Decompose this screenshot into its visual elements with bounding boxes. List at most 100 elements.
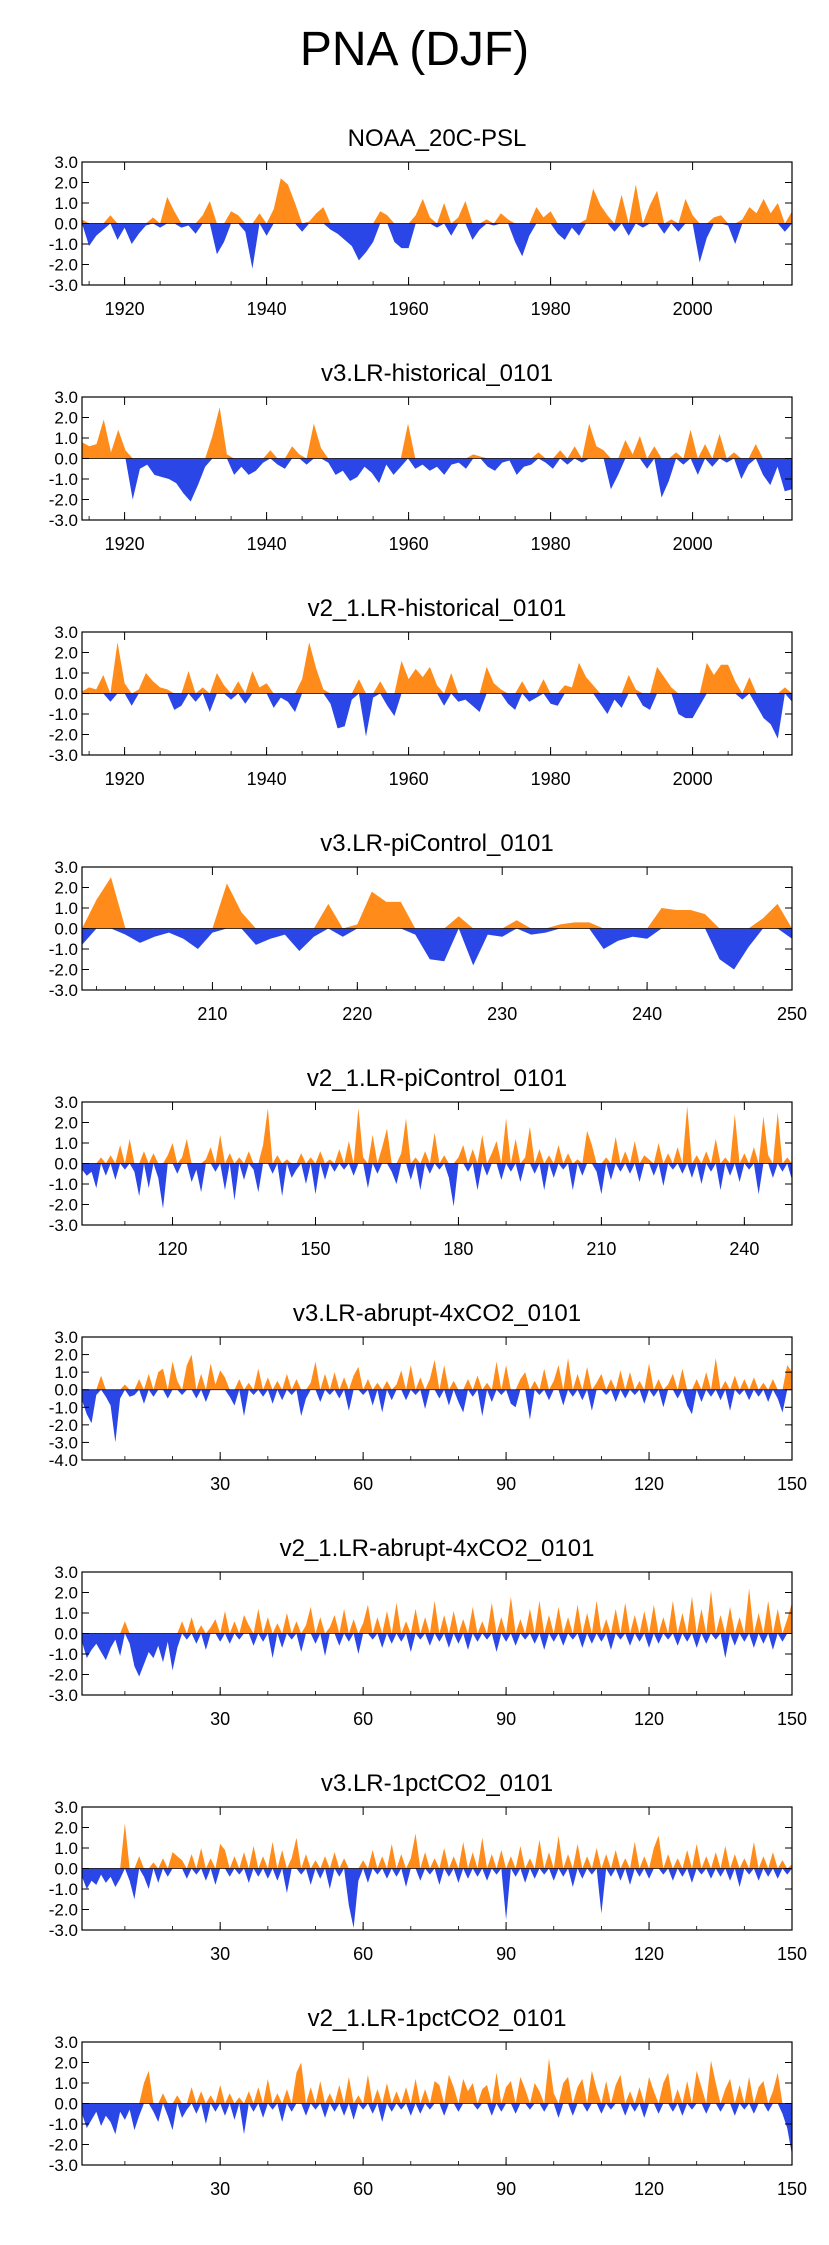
y-tick-label: -3.0 xyxy=(49,1216,78,1235)
y-tick-label: -1.0 xyxy=(49,2115,78,2134)
y-tick-label: -4.0 xyxy=(49,1451,78,1470)
y-tick-label: 3.0 xyxy=(54,858,78,877)
y-tick-label: -3.0 xyxy=(49,981,78,1000)
positive-area xyxy=(82,1106,792,1164)
y-tick-label: 0.0 xyxy=(54,215,78,234)
chart-panel-4: v2_1.LR-piControl_0101 -3.0-2.0 -1.00.0 1.0… xyxy=(49,1065,793,1259)
x-tick-label: 150 xyxy=(777,1709,807,1729)
x-tick-label: 250 xyxy=(777,1004,807,1024)
y-tick-label: -1.0 xyxy=(49,1645,78,1664)
negative-area xyxy=(82,223,792,269)
x-tick-label: 150 xyxy=(300,1239,330,1259)
y-tick-label: 2.0 xyxy=(54,1346,78,1365)
y-tick-label: -2.0 xyxy=(49,1901,78,1920)
y-tick-label: -1.0 xyxy=(49,1175,78,1194)
positive-area xyxy=(82,407,792,459)
x-tick-label: 1940 xyxy=(247,299,287,319)
x-tick-label: 60 xyxy=(353,1474,373,1494)
chart-panel-5: v3.LR-abrupt-4xCO2_0101 -4.0-3.0-2.0-1.00… xyxy=(49,1300,807,1494)
x-tick-label: 60 xyxy=(353,2179,373,2199)
x-tick-label: 90 xyxy=(496,1944,516,1964)
figure-title: PNA (DJF) xyxy=(299,23,530,76)
y-tick-label: -3.0 xyxy=(49,1686,78,1705)
y-tick-label: 1.0 xyxy=(54,194,78,213)
negative-area xyxy=(82,458,792,502)
panel-title: v3.LR-historical_0101 xyxy=(321,360,553,387)
y-tick-label: -3.0 xyxy=(49,1921,78,1940)
y-tick-label: -1.0 xyxy=(49,470,78,489)
y-tick-label: -2.0 xyxy=(49,1666,78,1685)
x-tick-label: 1920 xyxy=(105,534,145,554)
x-tick-label: 120 xyxy=(634,2179,664,2199)
x-tick-label: 120 xyxy=(634,1474,664,1494)
x-tick-label: 1940 xyxy=(247,534,287,554)
y-tick-label: -1.0 xyxy=(49,1398,78,1417)
y-tick-label: -3.0 xyxy=(49,511,78,530)
y-tick-label: 3.0 xyxy=(54,153,78,172)
chart-panel-8: v2_1.LR-1pctCO2_0101 -3.0-2.0 -1.00.0 1.02.… xyxy=(49,2005,807,2199)
y-tick-label: -2.0 xyxy=(49,1416,78,1435)
plot-frame xyxy=(81,1336,793,1461)
y-tick-label: 1.0 xyxy=(54,1604,78,1623)
x-tick-label: 1960 xyxy=(389,769,429,789)
x-tick-label: 120 xyxy=(158,1239,188,1259)
x-tick-label: 1960 xyxy=(389,299,429,319)
x-tick-label: 60 xyxy=(353,1944,373,1964)
x-tick-label: 2000 xyxy=(673,299,713,319)
x-tick-label: 60 xyxy=(353,1709,373,1729)
y-tick-label: 1.0 xyxy=(54,664,78,683)
y-tick-label: -2.0 xyxy=(49,726,78,745)
y-tick-label: -1.0 xyxy=(49,940,78,959)
chart-panel-0: NOAA_20C-PSL -3.0-2.0 -1.00.0 1.02.0 3.0 1920… xyxy=(49,125,793,319)
y-tick-label: 0.0 xyxy=(54,1860,78,1879)
y-tick-label: 1.0 xyxy=(54,1363,78,1382)
panel-title: v3.LR-abrupt-4xCO2_0101 xyxy=(293,1300,581,1327)
chart-panel-2: v2_1.LR-historical_0101 -3.0-2.0 -1.00.0 1.… xyxy=(49,595,793,789)
y-tick-label: -1.0 xyxy=(49,1880,78,1899)
positive-area xyxy=(82,1354,792,1390)
y-tick-label: 0.0 xyxy=(54,1155,78,1174)
panel-title: v2_1.LR-piControl_0101 xyxy=(307,1065,567,1092)
y-tick-label: 2.0 xyxy=(54,879,78,898)
y-tick-label: -1.0 xyxy=(49,705,78,724)
x-tick-label: 230 xyxy=(487,1004,517,1024)
x-tick-label: 240 xyxy=(632,1004,662,1024)
x-tick-label: 180 xyxy=(443,1239,473,1259)
y-tick-label: 1.0 xyxy=(54,899,78,918)
y-tick-label: 3.0 xyxy=(54,623,78,642)
y-tick-label: 0.0 xyxy=(54,2095,78,2114)
positive-area xyxy=(82,877,792,929)
y-tick-label: 0.0 xyxy=(54,1625,78,1644)
y-tick-label: -2.0 xyxy=(49,256,78,275)
y-tick-label: -1.0 xyxy=(49,235,78,254)
x-tick-label: 30 xyxy=(210,1474,230,1494)
positive-area xyxy=(82,642,792,694)
x-tick-label: 120 xyxy=(634,1709,664,1729)
x-tick-label: 30 xyxy=(210,1709,230,1729)
x-tick-label: 90 xyxy=(496,2179,516,2199)
y-tick-label: 3.0 xyxy=(54,1328,78,1347)
y-tick-label: 3.0 xyxy=(54,1563,78,1582)
negative-area xyxy=(82,1868,792,1928)
y-tick-label: 0.0 xyxy=(54,450,78,469)
panel-title: NOAA_20C-PSL xyxy=(348,125,527,152)
chart-panel-1: v3.LR-historical_0101-3.0-2.0-1.00.01.02… xyxy=(49,360,793,554)
positive-area xyxy=(82,1823,792,1869)
y-tick-label: 2.0 xyxy=(54,1819,78,1838)
negative-area xyxy=(82,1163,792,1209)
positive-area xyxy=(82,2058,792,2104)
x-tick-label: 2000 xyxy=(673,769,713,789)
x-tick-label: 210 xyxy=(197,1004,227,1024)
x-tick-label: 30 xyxy=(210,1944,230,1964)
y-tick-label: -3.0 xyxy=(49,276,78,295)
chart-panel-7: v3.LR-1pctCO2_0101 -3.0-2.0 -1.00.0 1.02.0 3… xyxy=(49,1770,807,1964)
y-tick-label: 2.0 xyxy=(54,1584,78,1603)
x-tick-label: 1980 xyxy=(531,299,571,319)
x-tick-label: 1980 xyxy=(531,534,571,554)
y-tick-label: 3.0 xyxy=(54,1093,78,1112)
negative-area xyxy=(82,928,792,970)
negative-area xyxy=(82,2103,792,2155)
x-tick-label: 2000 xyxy=(673,534,713,554)
x-tick-label: 30 xyxy=(210,2179,230,2199)
y-tick-label: 0.0 xyxy=(54,1381,78,1400)
